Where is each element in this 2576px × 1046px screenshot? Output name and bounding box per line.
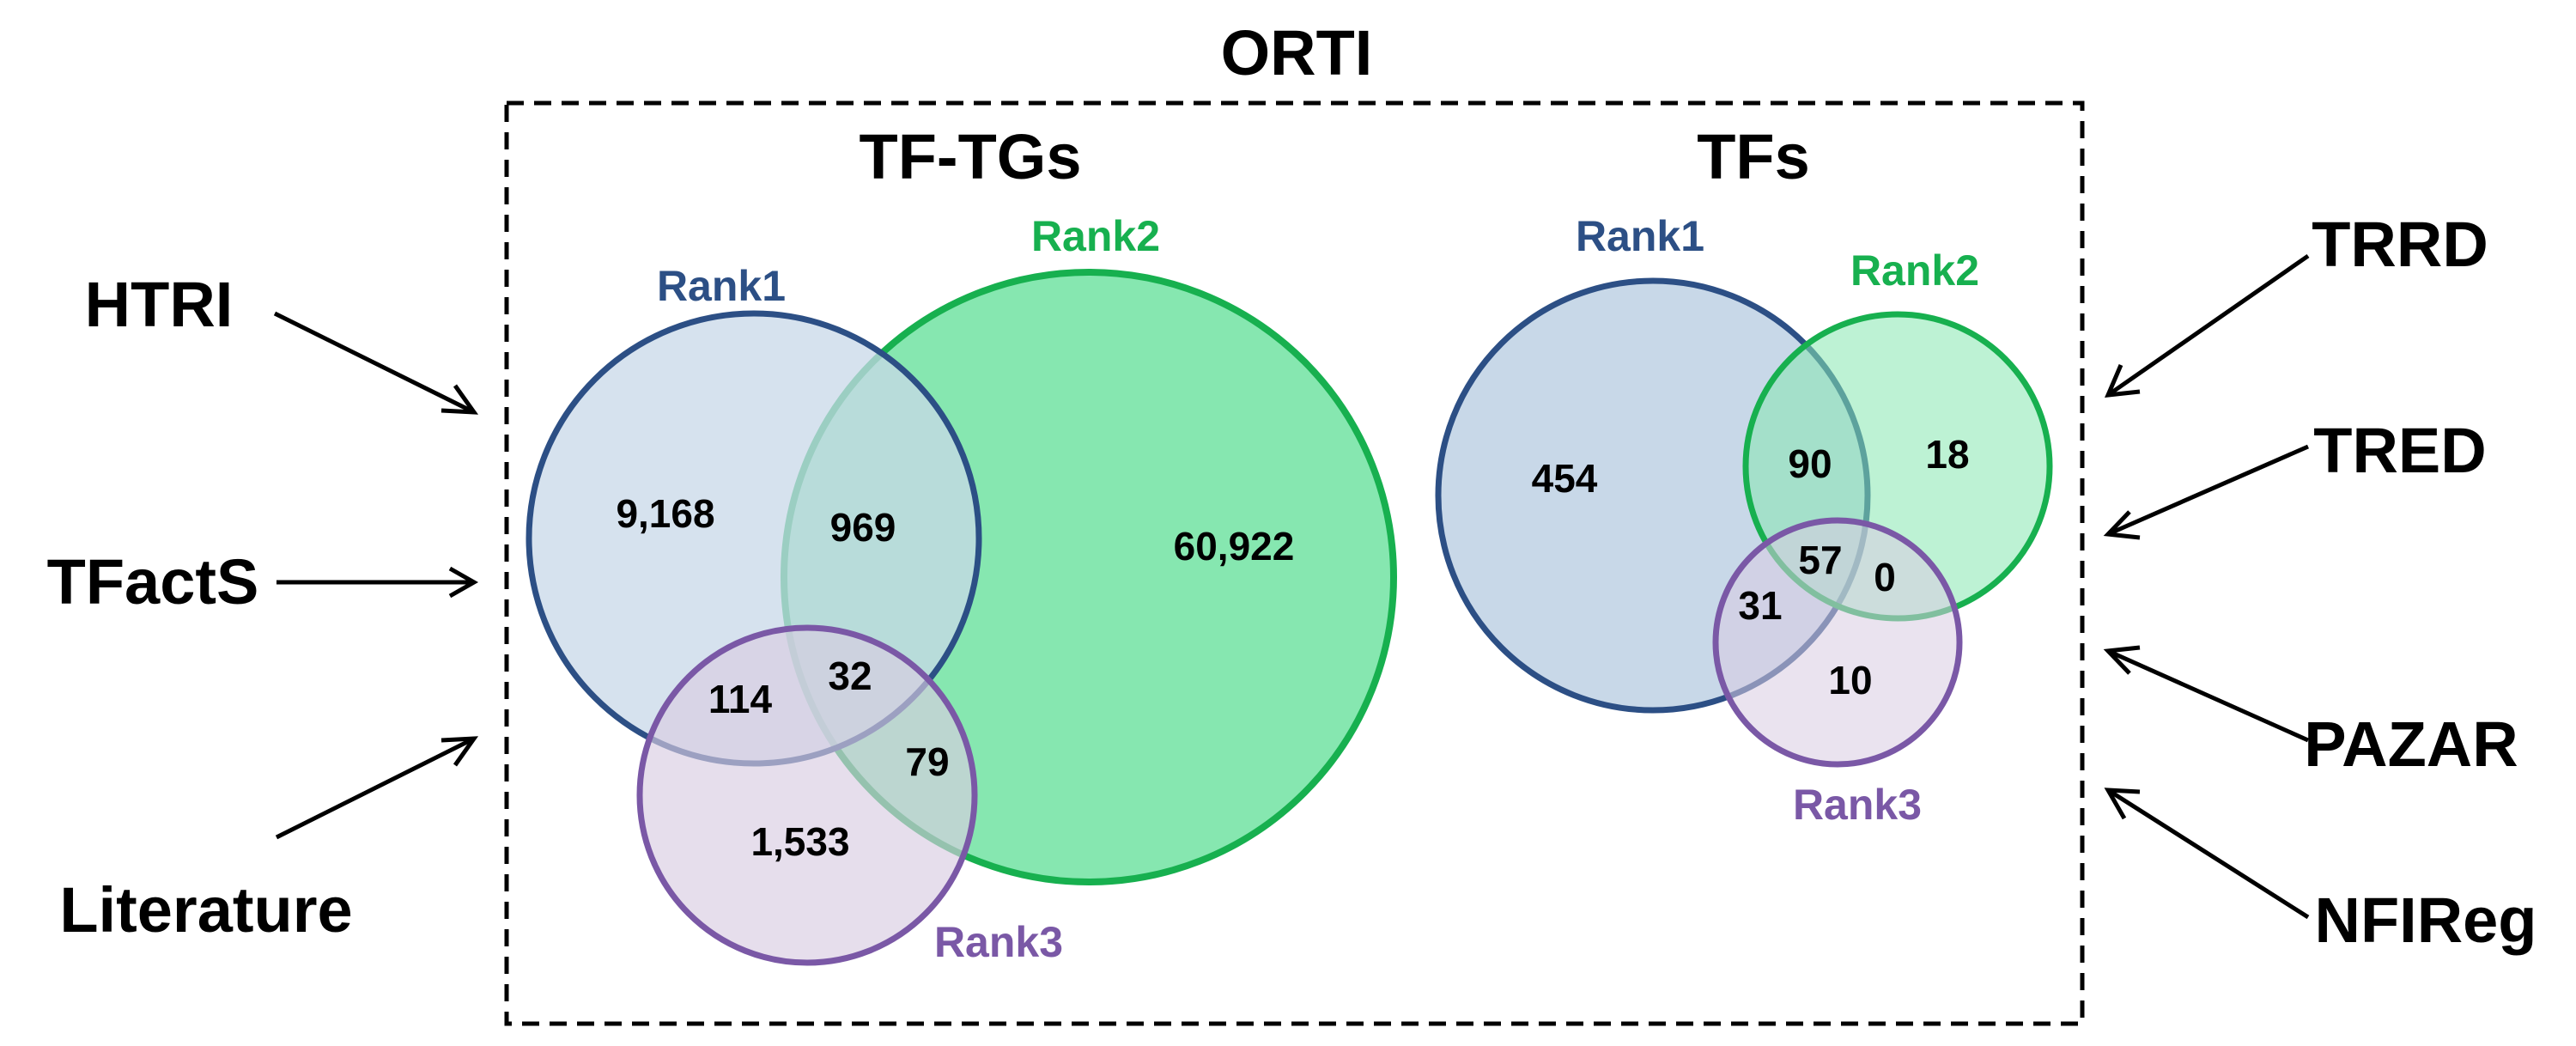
tf-tgs-rank1-only-count: 9,168 [616, 491, 714, 536]
venn-tf-tgs [526, 269, 1397, 966]
tf-tgs-rank1-label: Rank1 [657, 262, 786, 310]
tfs-rank2-label: Rank2 [1850, 246, 1979, 295]
tfs-rank2-rank3-count: 0 [1874, 555, 1896, 599]
arrow-literature-icon [275, 736, 479, 840]
arrow-tfacts-icon [276, 566, 479, 599]
tf-tgs-rank2-rank3-count: 79 [905, 739, 949, 784]
venn-tfs [1435, 277, 2053, 768]
tf-tgs-rank2-only-count: 60,922 [1174, 524, 1295, 569]
arrow-pazar-icon [2103, 645, 2310, 743]
tf-tgs-rank3-circle [636, 624, 978, 966]
source-label-htri: HTRI [85, 269, 234, 340]
orti-boundary-box [504, 100, 2085, 1026]
source-label-literature: Literature [59, 874, 352, 946]
tf-tgs-rank1-rank2-count: 969 [830, 505, 896, 550]
source-label-trrd: TRRD [2312, 209, 2488, 280]
tfs-all-three-count: 57 [1798, 538, 1842, 582]
tfs-rank2-only-count: 18 [1925, 432, 1969, 477]
tf-tgs-rank2-label: Rank2 [1031, 212, 1160, 260]
source-label-tfacts: TFactS [47, 546, 259, 617]
arrow-tred-icon [2103, 444, 2310, 540]
source-label-pazar: PAZAR [2304, 708, 2518, 780]
source-label-tred: TRED [2313, 415, 2486, 486]
panel-title-tfs: TFs [1697, 121, 1810, 192]
tf-tgs-rank3-label: Rank3 [934, 918, 1063, 966]
arrow-trrd-icon [2105, 253, 2310, 398]
arrow-htri-icon [273, 311, 479, 415]
tfs-rank1-only-count: 454 [1532, 456, 1598, 501]
tfs-rank1-rank3-count: 31 [1738, 583, 1782, 628]
arrow-nfireg-icon [2104, 788, 2310, 920]
tfs-rank1-rank2-count: 90 [1788, 441, 1832, 486]
tf-tgs-all-three-count: 32 [828, 654, 872, 698]
tfs-rank3-label: Rank3 [1793, 781, 1922, 829]
tf-tgs-rank3-only-count: 1,533 [750, 819, 849, 864]
tfs-rank1-label: Rank1 [1576, 212, 1704, 260]
tfs-rank3-only-count: 10 [1828, 658, 1872, 702]
diagram-title: ORTI [1221, 17, 1373, 88]
tf-tgs-rank1-rank3-count: 114 [708, 677, 773, 721]
tfs-rank3-circle [1712, 517, 1963, 768]
panel-title-tf-tgs: TF-TGs [860, 121, 1082, 192]
source-label-nfireg: NFIReg [2315, 885, 2537, 956]
